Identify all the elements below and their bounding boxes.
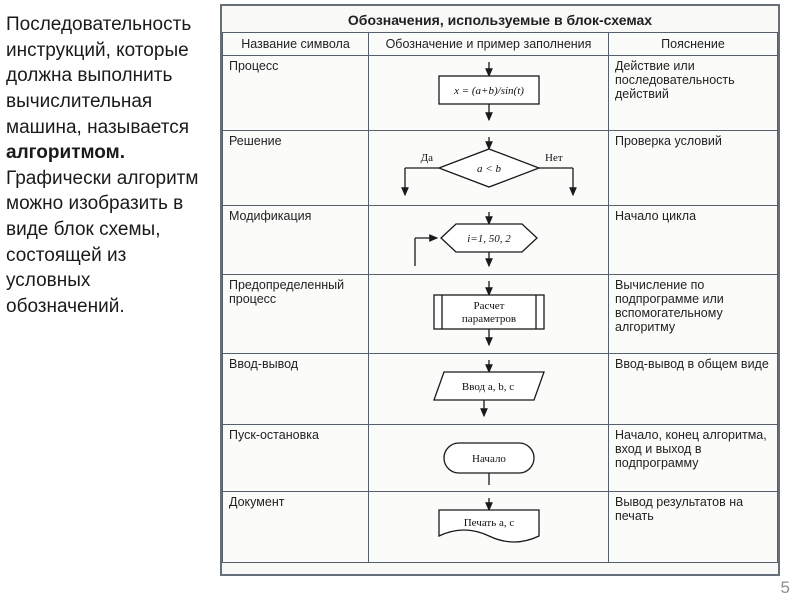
table-caption: Обозначения, используемые в блок-схемах: [222, 6, 778, 32]
cell-explanation: Начало, конец алгоритма, вход и выход в …: [609, 425, 778, 492]
svg-text:x = (a+b)/sin(t): x = (a+b)/sin(t): [453, 85, 524, 97]
cell-explanation: Начало цикла: [609, 206, 778, 275]
svg-text:i=1, 50, 2: i=1, 50, 2: [467, 233, 511, 245]
cell-name: Процесс: [223, 56, 369, 131]
para-part2: Графически алгоритм можно изобразить в в…: [6, 168, 198, 317]
svg-text:Расчет: Расчет: [473, 300, 504, 312]
header-explain: Пояснение: [609, 33, 778, 56]
table-row: Документ Печать a, c Вывод результатов н…: [223, 492, 778, 563]
cell-explanation: Проверка условий: [609, 131, 778, 206]
cell-explanation: Ввод-вывод в общем виде: [609, 354, 778, 425]
description-paragraph: Последовательность инструкций, которые д…: [0, 0, 220, 600]
table-header-row: Название символа Обозначение и пример за…: [223, 33, 778, 56]
cell-name: Модификация: [223, 206, 369, 275]
cell-name: Пуск-остановка: [223, 425, 369, 492]
cell-symbol: Расчет параметров: [369, 275, 609, 354]
svg-text:Нет: Нет: [545, 152, 563, 164]
slide: Последовательность инструкций, которые д…: [0, 0, 800, 600]
cell-symbol: x = (a+b)/sin(t): [369, 56, 609, 131]
table-row: Пуск-остановка Начало Начало, конец алго…: [223, 425, 778, 492]
svg-text:параметров: параметров: [461, 313, 515, 325]
table-row: Предопределенный процесс Расчет параметр…: [223, 275, 778, 354]
svg-text:Начало: Начало: [472, 453, 506, 465]
para-bold: алгоритмом.: [6, 142, 125, 163]
cell-explanation: Вывод результатов на печать: [609, 492, 778, 563]
flowchart-symbols-table: Название символа Обозначение и пример за…: [222, 32, 778, 563]
svg-text:Ввод a, b, c: Ввод a, b, c: [461, 381, 513, 393]
cell-symbol: i=1, 50, 2: [369, 206, 609, 275]
svg-text:a < b: a < b: [477, 163, 501, 175]
cell-symbol: Печать a, c: [369, 492, 609, 563]
cell-name: Предопределенный процесс: [223, 275, 369, 354]
header-symbol: Обозначение и пример заполнения: [369, 33, 609, 56]
cell-name: Документ: [223, 492, 369, 563]
para-part1: Последовательность инструкций, которые д…: [6, 14, 191, 138]
page-number: 5: [781, 578, 790, 598]
cell-name: Ввод-вывод: [223, 354, 369, 425]
table-panel: Обозначения, используемые в блок-схемах …: [220, 0, 800, 600]
cell-explanation: Вычисление по подпрограмме или вспомогат…: [609, 275, 778, 354]
cell-symbol: a < b Да Нет: [369, 131, 609, 206]
table-row: Решение a < b Да Нет Проверка условий: [223, 131, 778, 206]
cell-symbol: Начало: [369, 425, 609, 492]
svg-text:Печать a, c: Печать a, c: [463, 517, 514, 529]
svg-text:Да: Да: [420, 152, 433, 164]
cell-name: Решение: [223, 131, 369, 206]
table-row: Ввод-вывод Ввод a, b, c Ввод-вывод в общ…: [223, 354, 778, 425]
cell-symbol: Ввод a, b, c: [369, 354, 609, 425]
table-row: Модификация i=1, 50, 2 Начало цикла: [223, 206, 778, 275]
table-row: Процесс x = (a+b)/sin(t) Действие или по…: [223, 56, 778, 131]
cell-explanation: Действие или последовательность действий: [609, 56, 778, 131]
table-frame: Обозначения, используемые в блок-схемах …: [220, 4, 780, 576]
header-name: Название символа: [223, 33, 369, 56]
